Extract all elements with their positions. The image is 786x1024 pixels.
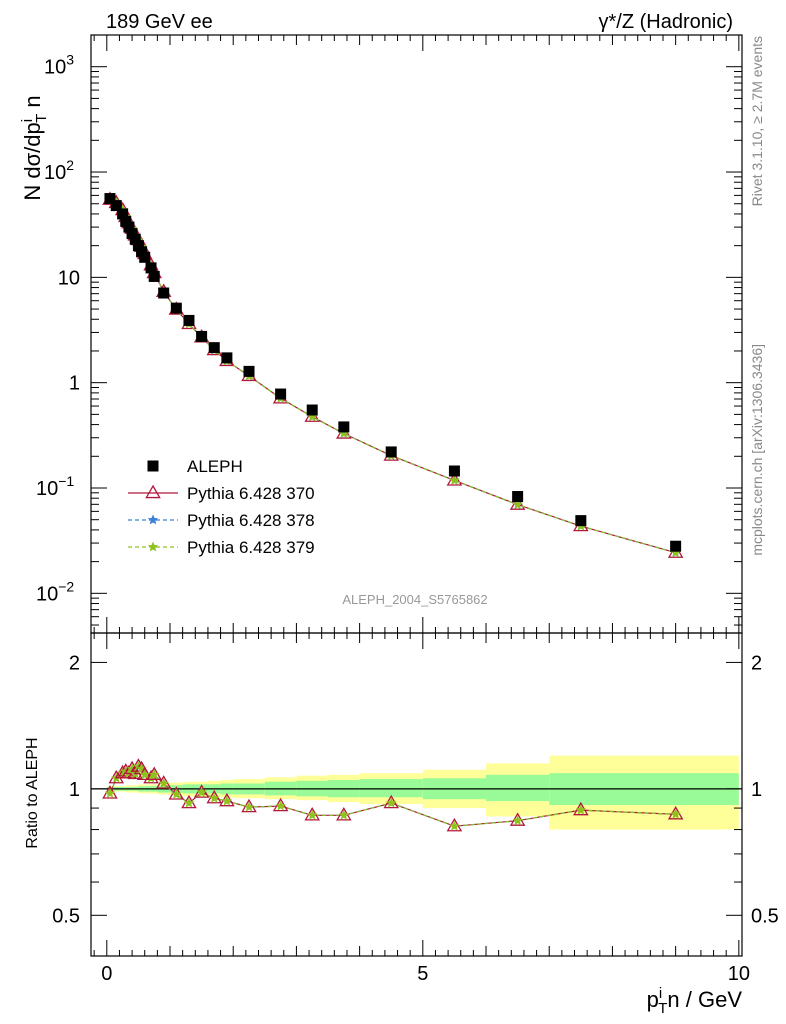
x-tick-label: 5: [417, 963, 428, 985]
ratio-point: [275, 800, 286, 811]
legend-label: ALEPH: [187, 457, 243, 476]
x-tick-label: 10: [728, 963, 750, 985]
data-point: [448, 465, 460, 477]
ratio-y-tick-label-left: 0.5: [52, 905, 80, 927]
legend-label: Pythia 6.428 378: [187, 511, 315, 530]
data-point: [123, 221, 135, 233]
legend-item-1: Pythia 6.428 370: [128, 484, 315, 503]
main-data-markers: [104, 193, 682, 552]
ratio-point: [171, 788, 182, 799]
header-left: 189 GeV ee: [106, 11, 213, 33]
data-point: [221, 352, 233, 364]
ratio-point: [386, 797, 397, 808]
mcplots-credit-label: mcplots.cern.ch [arXiv:1306.3436]: [749, 344, 765, 556]
legend-item-0: ALEPH: [147, 457, 243, 476]
legend-item-2: Pythia 6.428 378: [128, 511, 315, 530]
main-y-axis-label: N dσ/dpiT n: [19, 95, 50, 200]
data-point: [139, 251, 151, 263]
inner-band-bin: [359, 779, 423, 798]
data-point: [196, 330, 208, 342]
legend-marker: [147, 541, 159, 552]
ratio-point: [449, 820, 460, 831]
main-y-tick-label: 10−2: [36, 578, 74, 605]
ratio-point: [196, 787, 207, 797]
ratio-point: [575, 804, 587, 815]
ratio-y-axis-label: Ratio to ALEPH: [24, 737, 41, 848]
inner-band-bin: [486, 774, 550, 802]
data-point: [575, 515, 587, 527]
x-axis-label: pi Tn / GeV: [647, 985, 743, 1017]
data-point: [338, 421, 350, 433]
mc-point: [670, 547, 681, 558]
ratio-y-tick-label-right: 1: [751, 779, 762, 801]
data-point: [670, 540, 682, 552]
ratio-point: [158, 778, 169, 788]
ratio-point: [512, 815, 523, 826]
data-point: [132, 240, 144, 252]
legend-marker: [147, 514, 159, 525]
mc-point: [512, 499, 523, 510]
ratio-mc-curves: [102, 758, 684, 832]
data-point: [104, 193, 116, 205]
data-point: [145, 262, 157, 274]
ratio-point: [126, 763, 138, 774]
legend-item-3: Pythia 6.428 379: [128, 538, 315, 557]
ratio-point: [183, 797, 195, 808]
ratio-point: [104, 788, 116, 798]
ratio-panel-frame: [90, 632, 743, 957]
legend-marker: [147, 460, 159, 472]
data-point: [136, 246, 148, 258]
data-point: [512, 491, 524, 503]
ratio-y-tick-label-left: 1: [69, 779, 80, 801]
axis-tick-labels: 0 5 10 10−2 10−1 1 10 102 103 0.5 0.5 1 1 2 2: [36, 52, 779, 985]
svg-text:N dσ/dpiT n: N dσ/dpiT n: [19, 95, 50, 200]
data-point: [126, 228, 138, 240]
mc-point: [307, 411, 318, 422]
main-y-tick-label: 10: [58, 267, 80, 289]
ratio-y-tick-label-right: 2: [751, 652, 762, 674]
data-point: [170, 302, 182, 314]
main-y-tick-label: 1: [69, 373, 80, 395]
data-point: [158, 287, 170, 299]
legend: ALEPH Pythia 6.428 370 Pythia 6.428 378 Pyt…: [128, 457, 315, 557]
data-point: [148, 270, 160, 282]
legend-marker: [145, 484, 161, 499]
rivet-version-label: Rivet 3.1.10, ≥ 2.7M events: [749, 36, 765, 206]
data-point: [275, 388, 287, 400]
legend-label: Pythia 6.428 370: [187, 484, 315, 503]
main-y-tick-label: 103: [44, 52, 74, 79]
x-tick-label: 0: [101, 963, 112, 985]
mc-point: [338, 428, 349, 438]
ratio-point: [123, 767, 135, 778]
analysis-watermark: ALEPH_2004_S5765862: [342, 592, 487, 607]
ratio-y-tick-label-right: 0.5: [751, 905, 779, 927]
legend-label: Pythia 6.428 379: [187, 538, 315, 557]
data-point: [183, 314, 195, 326]
data-point: [306, 404, 318, 416]
ratio-point: [338, 809, 349, 820]
data-point: [110, 200, 122, 212]
data-point: [208, 342, 220, 354]
mc-point: [449, 474, 460, 485]
header-right: γ*/Z (Hadronic): [599, 11, 733, 33]
ratio-y-tick-label-left: 2: [69, 652, 80, 674]
ratio-point: [243, 801, 255, 812]
ratio-point: [145, 772, 157, 783]
main-y-tick-label: 10−1: [36, 473, 74, 500]
data-point: [129, 233, 141, 245]
data-point: [120, 215, 132, 227]
ratio-point: [221, 795, 233, 806]
ratio-point: [307, 809, 318, 820]
data-point: [385, 446, 397, 458]
ratio-point: [209, 792, 220, 803]
ratio-point: [149, 769, 160, 780]
ratio-point: [670, 808, 681, 819]
main-y-tick-label: 102: [44, 157, 74, 184]
data-point: [117, 208, 129, 220]
data-point: [243, 365, 255, 377]
axis-ticks: [91, 34, 742, 956]
